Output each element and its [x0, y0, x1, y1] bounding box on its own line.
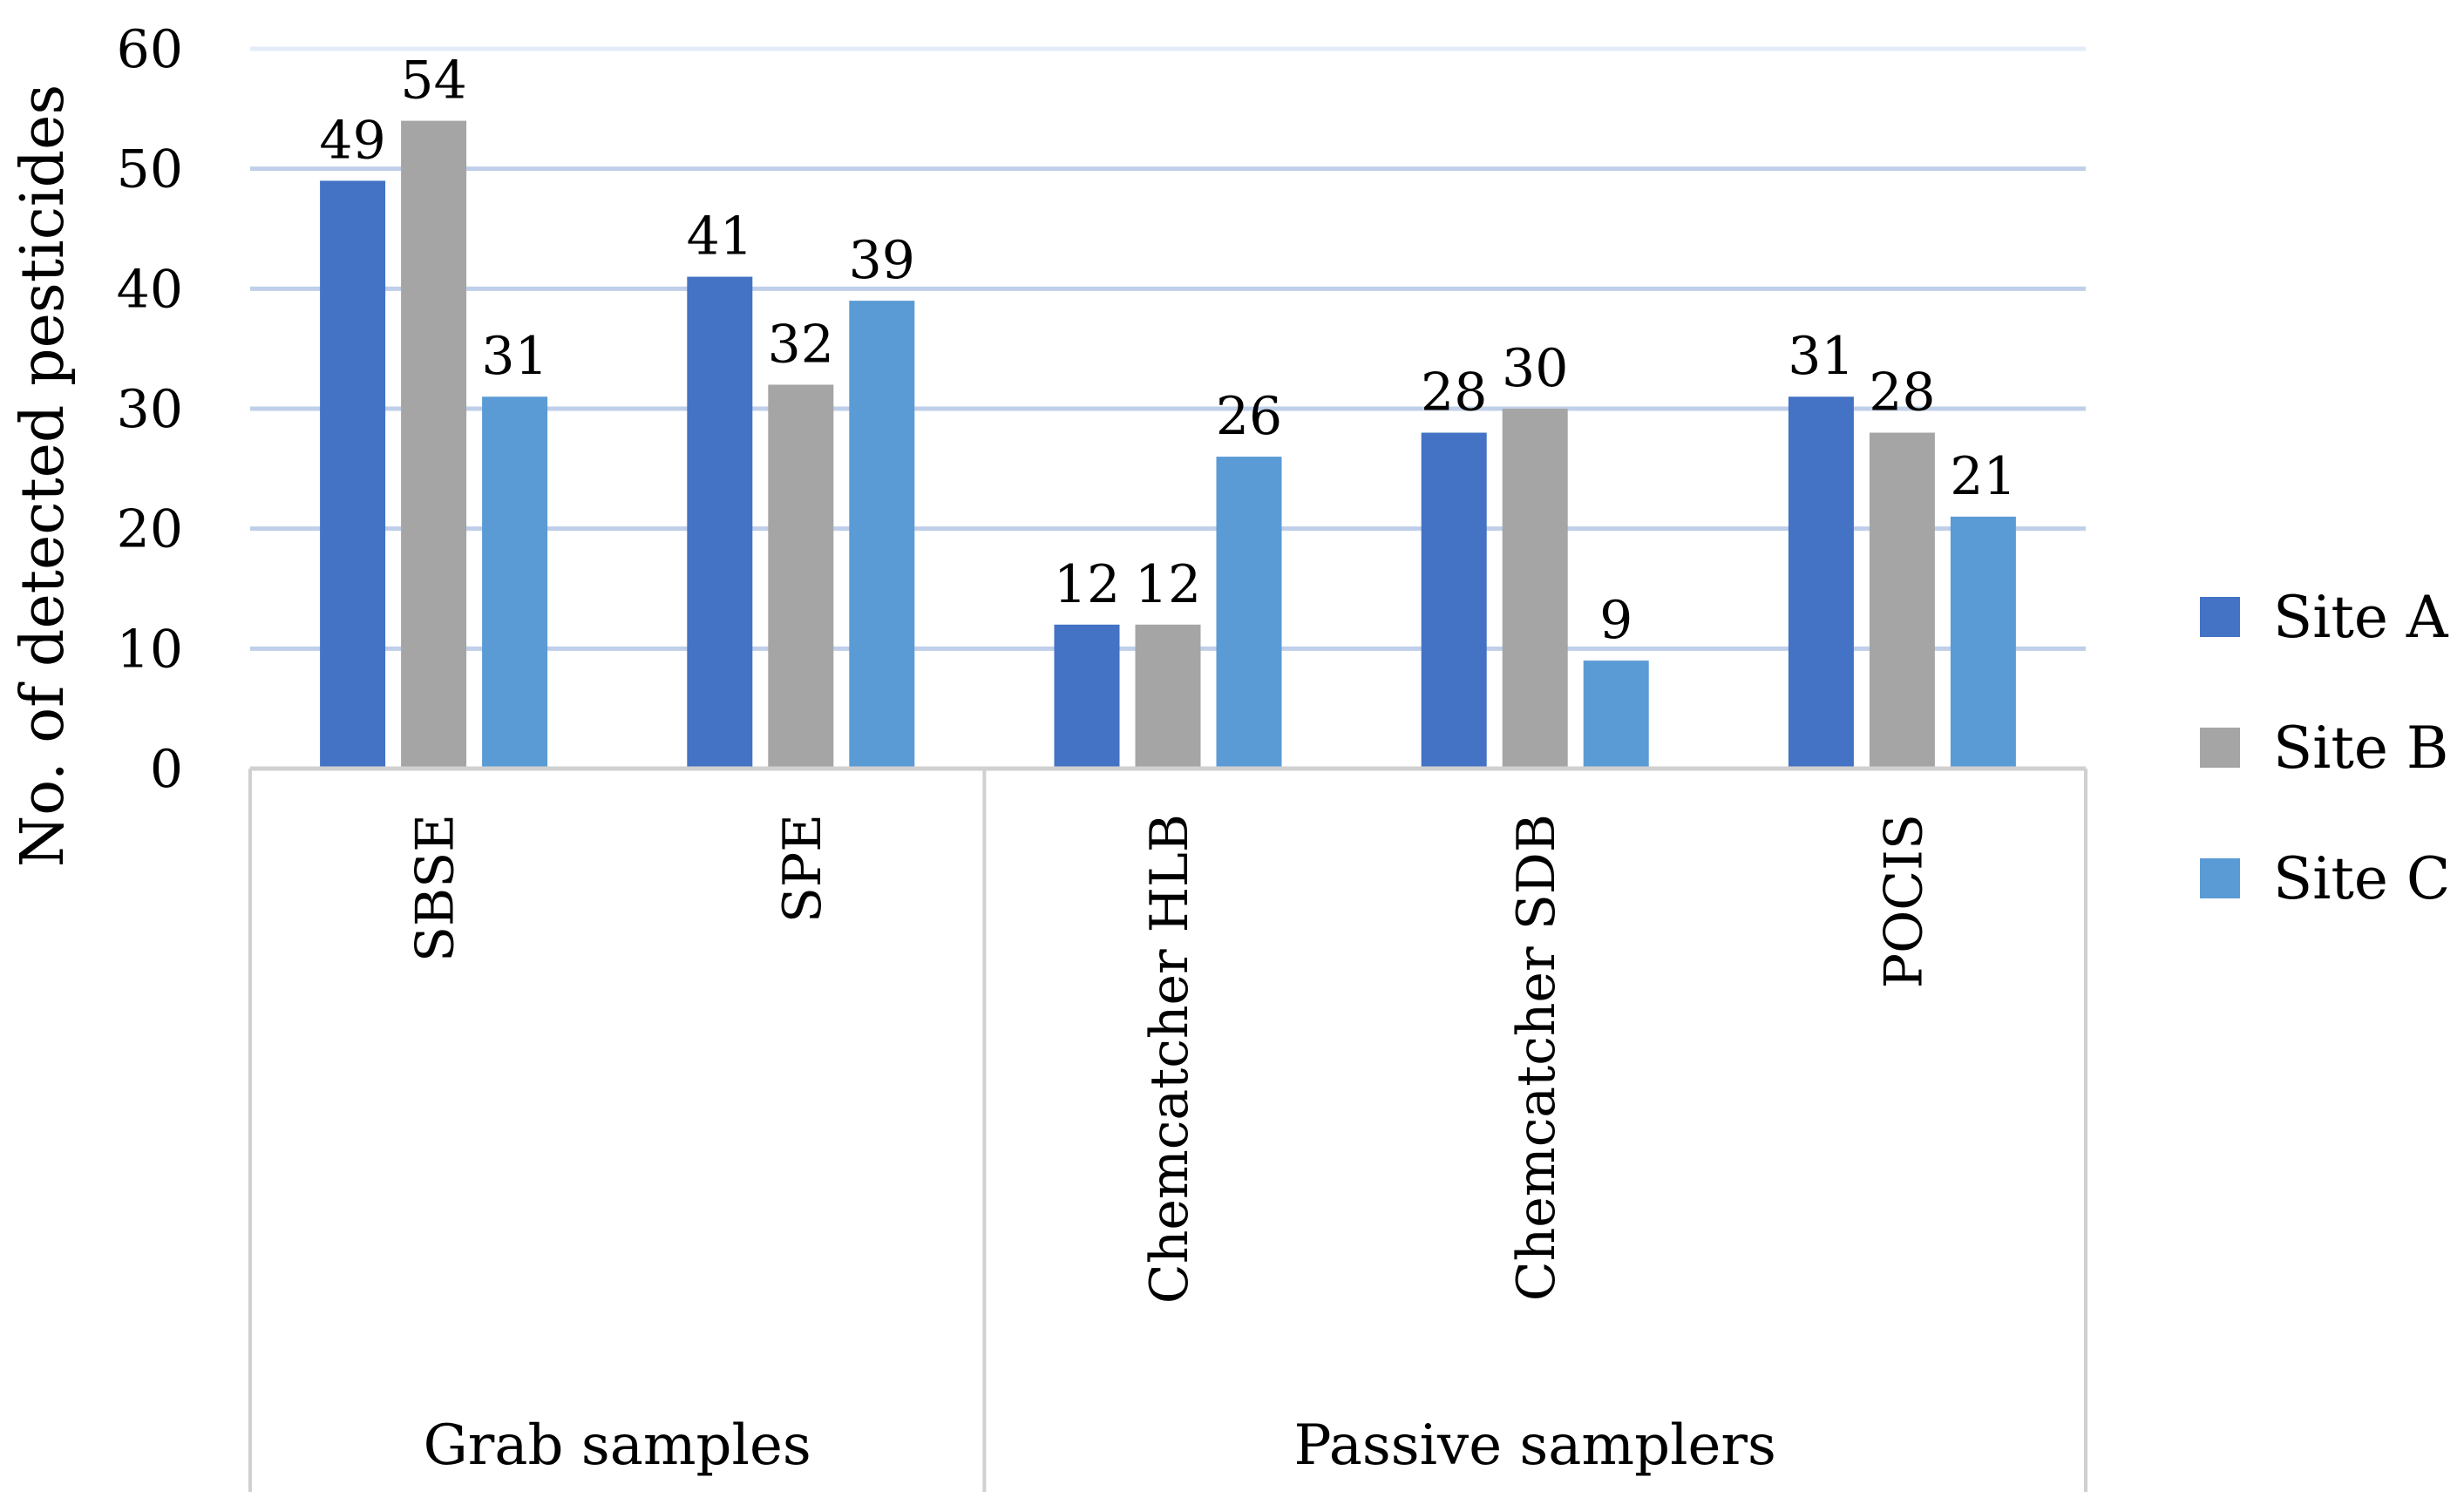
y-tick-label: 40	[117, 259, 183, 320]
bar	[1583, 661, 1649, 769]
data-label: 54	[400, 51, 466, 112]
bar	[1216, 457, 1282, 769]
data-label: 49	[319, 110, 385, 171]
x-category-label: Chemcatcher HLB	[1139, 814, 1200, 1304]
bar	[687, 276, 753, 769]
bar	[1135, 624, 1201, 769]
bars	[320, 120, 2016, 769]
data-label: 32	[768, 314, 834, 375]
legend-swatch	[2200, 858, 2240, 898]
legend-swatch	[2200, 728, 2240, 768]
y-tick-label: 10	[117, 619, 183, 680]
y-tick-label: 0	[150, 739, 183, 800]
data-label: 41	[687, 207, 753, 268]
data-label: 9	[1599, 590, 1632, 651]
legend: Site A Site B Site C	[2200, 584, 2450, 912]
data-label: 28	[1421, 363, 1487, 423]
legend-swatch	[2200, 597, 2240, 637]
data-label: 12	[1135, 554, 1201, 615]
x-group-label: Grab samples	[424, 1413, 811, 1478]
data-label: 12	[1054, 554, 1120, 615]
bar	[320, 180, 386, 769]
data-label: 30	[1502, 338, 1568, 399]
legend-label: Site B	[2273, 715, 2448, 782]
data-label: 31	[1788, 326, 1854, 387]
legend-label: Site A	[2273, 584, 2449, 651]
y-tick-label: 20	[117, 499, 183, 560]
data-label: 39	[849, 230, 915, 291]
x-group-label: Passive samplers	[1294, 1413, 1776, 1478]
x-axis: SBSE SPE Chemcatcher HLB Chemcatcher SDB POC…	[248, 766, 2087, 1492]
bar	[1869, 432, 1935, 769]
bar	[768, 384, 834, 769]
bar	[482, 396, 548, 769]
bar	[1788, 396, 1854, 769]
y-tick-label: 30	[117, 379, 183, 440]
y-axis-ticks: 0 10 20 30 40 50 60	[117, 19, 183, 800]
bar	[1054, 624, 1120, 769]
gridlines	[250, 46, 2086, 651]
bar	[1950, 516, 2016, 769]
x-category-label: SBSE	[405, 814, 466, 962]
bar	[1421, 432, 1487, 769]
data-label: 21	[1950, 446, 2016, 507]
data-label: 26	[1216, 386, 1282, 447]
x-category-label: Chemcatcher SDB	[1506, 814, 1567, 1301]
bar	[401, 120, 467, 769]
data-label: 28	[1869, 363, 1935, 423]
bar	[1502, 409, 1568, 769]
legend-label: Site C	[2273, 845, 2450, 912]
y-tick-label: 50	[117, 139, 183, 200]
y-axis-label: No. of detected pesticides	[9, 85, 78, 868]
data-label: 31	[481, 326, 547, 387]
y-tick-label: 60	[117, 19, 183, 80]
bar	[849, 301, 915, 769]
x-category-label: SPE	[772, 814, 833, 923]
x-category-label: POCIS	[1873, 814, 1934, 988]
